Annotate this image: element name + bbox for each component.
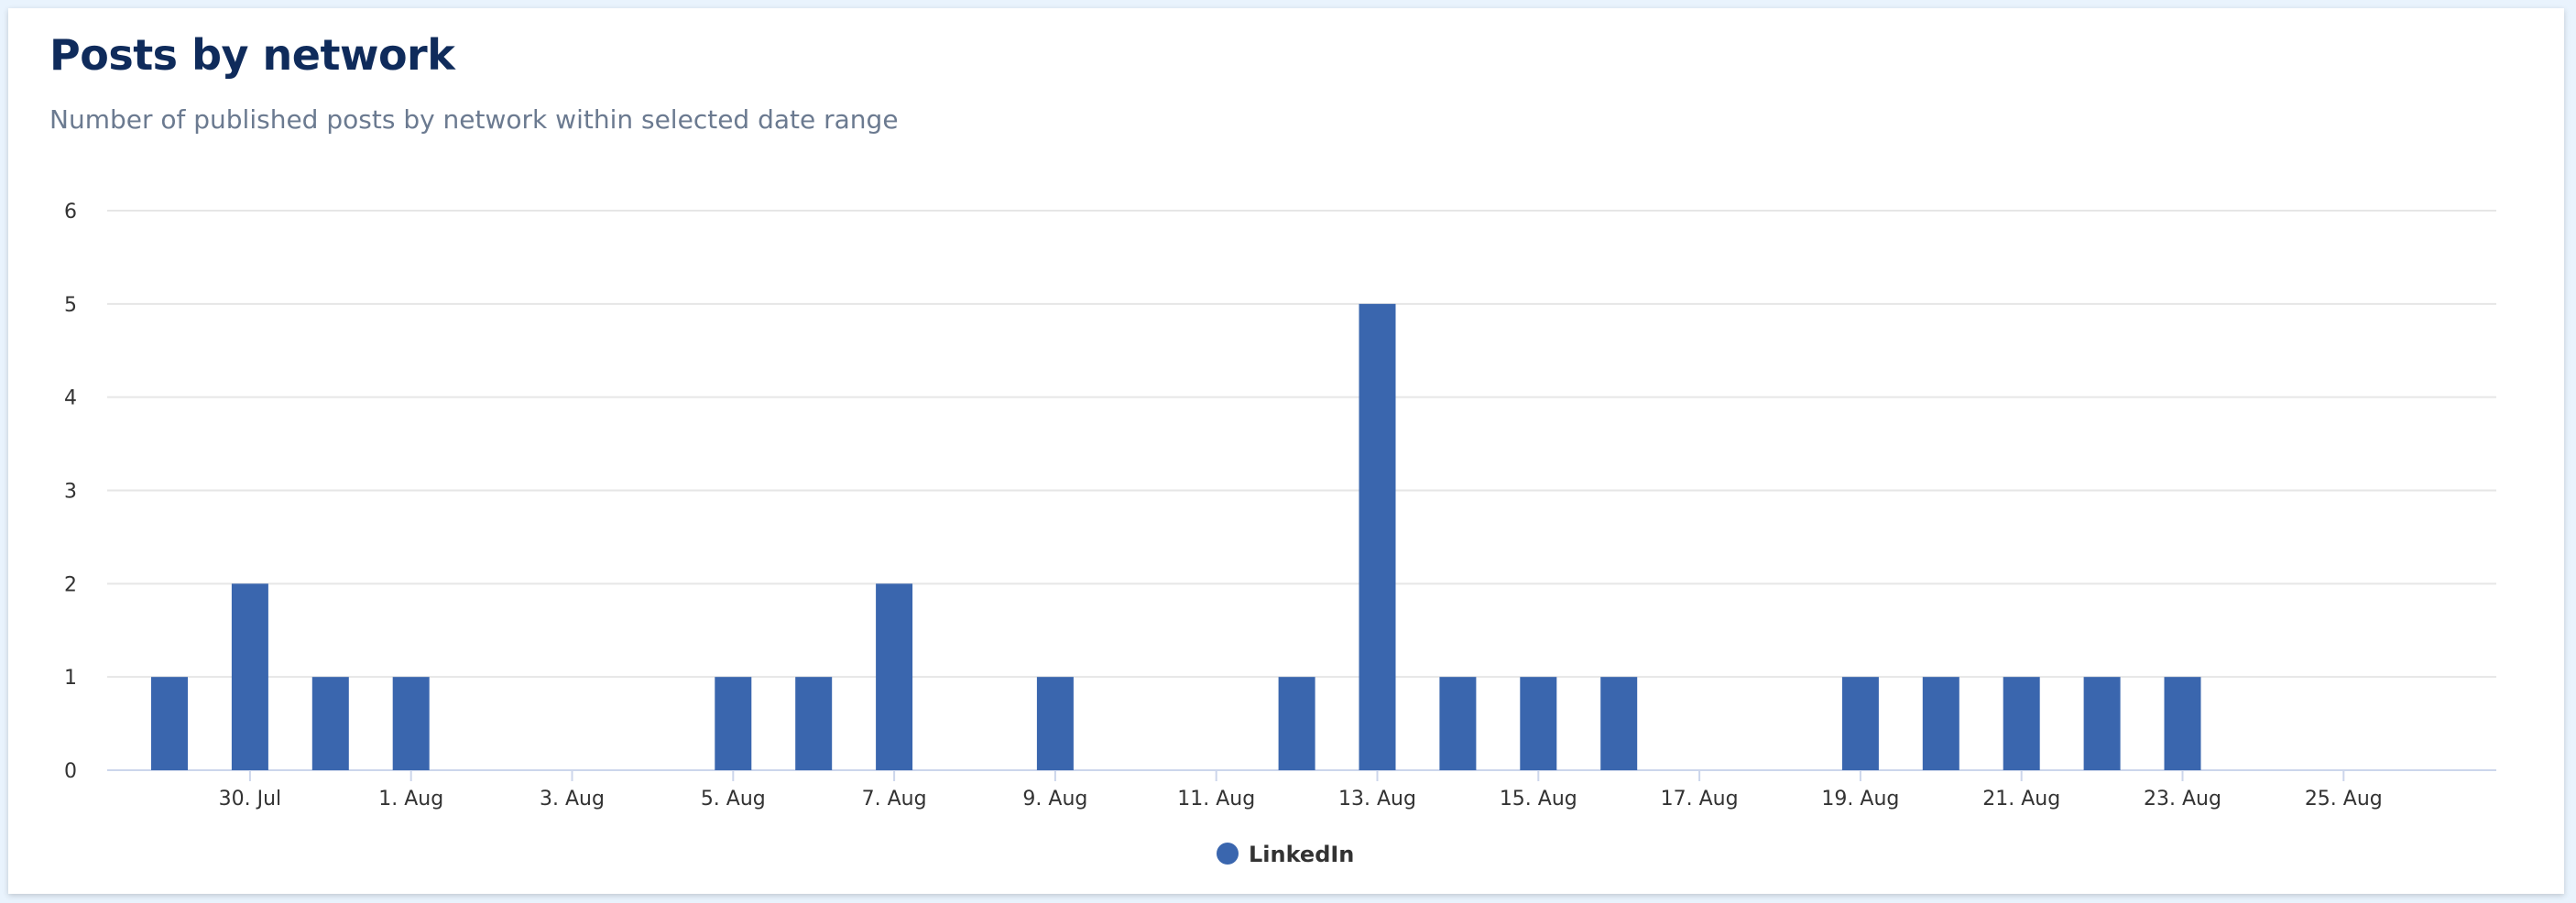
x-tick-label: 5. Aug [701, 788, 766, 811]
bars [151, 303, 2201, 770]
bar[interactable] [2003, 677, 2040, 770]
x-tick-label: 13. Aug [1338, 788, 1416, 811]
chart-title: Posts by network [49, 30, 455, 80]
x-tick-label: 15. Aug [1500, 788, 1577, 811]
bar-chart: 0 1 2 3 4 5 6 30. Jul 1. Aug 3. Aug 5. Aug 7. Aug 9… [64, 201, 2496, 867]
legend-label[interactable]: LinkedIn [1249, 842, 1354, 867]
x-tick-label: 17. Aug [1661, 788, 1739, 811]
y-tick-label: 5 [64, 294, 77, 317]
legend[interactable]: LinkedIn [1217, 842, 1354, 867]
bar[interactable] [311, 677, 349, 770]
x-axis: 30. Jul 1. Aug 3. Aug 5. Aug 7. Aug 9. Aug 11.… [219, 770, 2383, 811]
x-tick-label: 25. Aug [2305, 788, 2383, 811]
y-tick-label: 2 [64, 573, 77, 596]
x-tick-label: 21. Aug [1982, 788, 2060, 811]
y-tick-label: 4 [64, 387, 77, 410]
gridlines [107, 210, 2496, 771]
x-tick-label: 23. Aug [2144, 788, 2221, 811]
bar[interactable] [231, 583, 268, 770]
bar[interactable] [1036, 677, 1074, 770]
x-tick-label: 30. Jul [219, 788, 282, 811]
y-tick-label: 1 [64, 667, 77, 690]
y-tick-label: 0 [64, 760, 77, 783]
x-tick-label: 3. Aug [540, 788, 605, 811]
x-tick-label: 1. Aug [378, 788, 443, 811]
bar[interactable] [1841, 677, 1879, 770]
bar[interactable] [2083, 677, 2121, 770]
bar[interactable] [795, 677, 833, 770]
chart-subtitle: Number of published posts by network wit… [49, 104, 899, 135]
bar[interactable] [1520, 677, 1557, 770]
bar[interactable] [1359, 303, 1396, 770]
x-tick-label: 19. Aug [1821, 788, 1899, 811]
x-tick-label: 7. Aug [862, 788, 927, 811]
bar[interactable] [715, 677, 752, 770]
bar[interactable] [392, 677, 430, 770]
bar[interactable] [151, 677, 188, 770]
y-tick-label: 3 [64, 481, 77, 504]
bar[interactable] [1439, 677, 1477, 770]
bar[interactable] [876, 583, 913, 770]
chart-card: Posts by network Number of published pos… [8, 8, 2564, 894]
bar[interactable] [1922, 677, 1959, 770]
bar[interactable] [1600, 677, 1638, 770]
y-axis: 0 1 2 3 4 5 6 [64, 201, 77, 783]
legend-marker[interactable] [1217, 843, 1239, 865]
bar[interactable] [1278, 677, 1315, 770]
x-tick-label: 11. Aug [1177, 788, 1255, 811]
y-tick-label: 6 [64, 201, 77, 223]
x-tick-label: 9. Aug [1022, 788, 1087, 811]
bar[interactable] [2164, 677, 2201, 770]
